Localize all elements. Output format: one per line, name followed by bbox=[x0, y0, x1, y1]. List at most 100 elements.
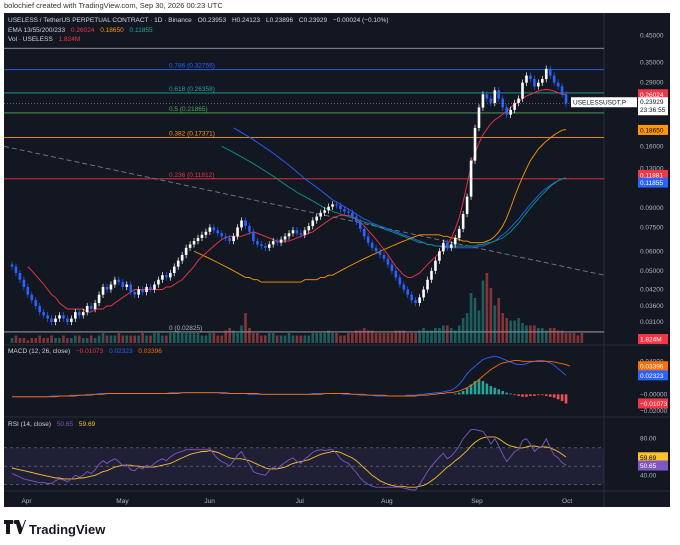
volume-bar bbox=[331, 333, 334, 343]
fib-level-label: 0.236 (0.11812) bbox=[169, 172, 214, 179]
price-tick-label: 0.03100 bbox=[640, 319, 664, 326]
volume-bar bbox=[564, 333, 568, 343]
volume-bar bbox=[216, 335, 220, 343]
candle-body bbox=[521, 82, 524, 99]
candle-body bbox=[77, 312, 81, 316]
rsi-tag: 50.65 bbox=[640, 463, 657, 470]
candle-body bbox=[279, 239, 283, 243]
chart-panel[interactable]: 0.45000 0.35000 0.29000 0.16000 0.13000 0.090… bbox=[4, 13, 670, 507]
volume-bar bbox=[263, 335, 267, 343]
candle-body bbox=[446, 242, 449, 248]
volume-bar bbox=[386, 333, 390, 343]
volume-bar bbox=[42, 338, 45, 343]
candle-body bbox=[58, 315, 61, 319]
rsi-ma-value: 59.69 bbox=[78, 421, 96, 428]
volume-bar bbox=[572, 333, 576, 343]
volume-bar bbox=[14, 335, 18, 343]
candle-body bbox=[117, 279, 121, 283]
volume-bar bbox=[200, 335, 204, 343]
candle-body bbox=[414, 300, 417, 304]
volume-bar bbox=[113, 335, 117, 343]
x-axis-label: Aug bbox=[381, 498, 393, 505]
candle-body bbox=[386, 258, 390, 265]
candle-body bbox=[378, 251, 382, 255]
candle-body bbox=[196, 237, 200, 242]
volume-value: 1.824M bbox=[58, 36, 81, 43]
volume-bar bbox=[137, 335, 140, 343]
macd-histogram-bar bbox=[509, 393, 512, 395]
candle-body bbox=[188, 244, 192, 248]
volume-bar bbox=[378, 333, 382, 343]
ema55-value: 0.18650 bbox=[100, 27, 124, 34]
x-axis-label: Apr bbox=[21, 498, 32, 505]
volume-bar bbox=[232, 330, 235, 343]
legend-macd-row: MACD (12, 26, close) −0.01073 0.02323 0.… bbox=[8, 348, 166, 355]
volume-bar bbox=[323, 333, 326, 343]
candle-body bbox=[418, 297, 421, 304]
candle-body bbox=[311, 220, 315, 227]
candle-body bbox=[438, 251, 441, 261]
macd-histogram-bar bbox=[489, 386, 493, 395]
fib-level-label: 0.5 (0.21865) bbox=[169, 106, 208, 113]
ohlc-high: H0.24123 bbox=[231, 17, 261, 24]
candle-body bbox=[529, 75, 532, 80]
macd-histogram-bar bbox=[493, 387, 497, 395]
candle-body bbox=[552, 75, 556, 83]
volume-bar bbox=[244, 313, 247, 343]
candle-body bbox=[370, 242, 374, 248]
candle-body bbox=[161, 275, 164, 280]
volume-bar bbox=[307, 335, 311, 343]
macd-hist-tag: −0.01073 bbox=[640, 401, 668, 408]
ohlc-open: O0.23953 bbox=[197, 17, 227, 24]
candle-body bbox=[260, 244, 263, 247]
trendline bbox=[4, 145, 605, 276]
price-tick-label: 0.06000 bbox=[640, 248, 664, 255]
rsi-line bbox=[11, 429, 567, 491]
ema13-line bbox=[27, 89, 566, 313]
symbol-tag-bg bbox=[571, 97, 637, 108]
volume-bar bbox=[366, 330, 370, 343]
candle-body bbox=[497, 90, 501, 99]
candle-body bbox=[406, 289, 410, 295]
volume-bar bbox=[418, 330, 421, 343]
candle-body bbox=[22, 279, 26, 287]
chart-svg[interactable]: 0.45000 0.35000 0.29000 0.16000 0.13000 0.090… bbox=[4, 13, 670, 507]
macd-histogram-bar bbox=[505, 392, 508, 395]
rsi-tag-bg bbox=[638, 460, 668, 471]
volume-bar bbox=[50, 335, 53, 343]
volume-bar bbox=[133, 335, 136, 343]
candle-body bbox=[457, 228, 461, 238]
ema13-price-tag: 0.26024 bbox=[640, 92, 664, 99]
volume-bar bbox=[327, 330, 330, 343]
volume-bar bbox=[81, 338, 85, 343]
candle-body bbox=[50, 318, 53, 322]
legend-volume-row: Vol · USELESS 1.824M bbox=[8, 36, 84, 43]
volume-bar bbox=[125, 335, 129, 343]
candle-body bbox=[505, 107, 508, 115]
candle-body bbox=[394, 270, 398, 278]
candle-body bbox=[240, 220, 243, 228]
volume-tag: 1.824M bbox=[640, 337, 662, 344]
macd-histogram-bar bbox=[457, 392, 461, 395]
candle-body bbox=[430, 270, 433, 280]
candle-body bbox=[212, 227, 216, 231]
candle-body bbox=[469, 160, 473, 197]
volume-bar bbox=[414, 333, 417, 343]
ohlc-change: −0.00024 (−0.10%) bbox=[332, 17, 389, 24]
candle-body bbox=[172, 266, 176, 273]
candle-body bbox=[509, 109, 512, 115]
candle-body bbox=[275, 241, 279, 243]
volume-bar bbox=[295, 335, 299, 343]
x-axis-label: Oct bbox=[562, 498, 572, 505]
macd-histogram-bar bbox=[548, 394, 552, 397]
candle-body bbox=[263, 246, 267, 248]
macd-histogram-bar bbox=[564, 394, 568, 404]
volume-bar bbox=[453, 330, 457, 343]
volume-bar bbox=[70, 338, 73, 343]
volume-bar bbox=[149, 335, 152, 343]
macd-histogram-bar bbox=[473, 381, 477, 395]
rsi-label: RSI (14, close) bbox=[8, 421, 51, 428]
candle-body bbox=[109, 284, 113, 290]
volume-bar bbox=[260, 335, 263, 343]
candle-body bbox=[398, 277, 402, 285]
